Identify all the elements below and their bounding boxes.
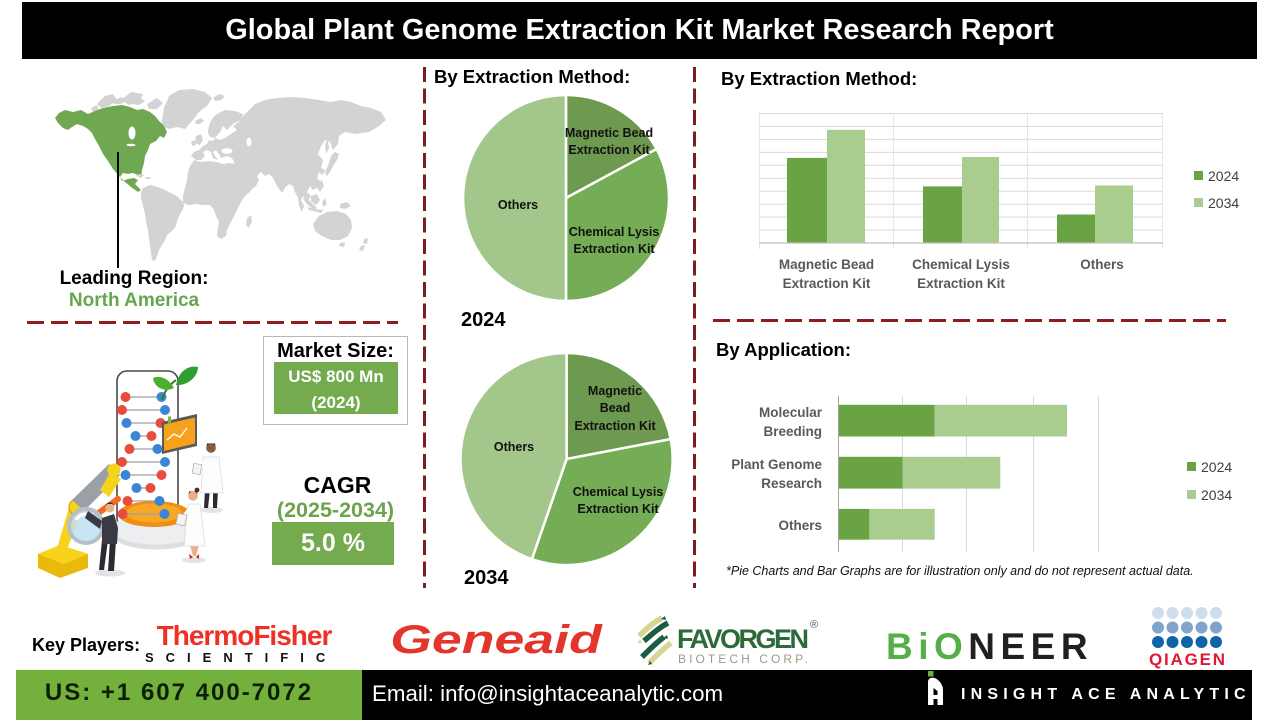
svg-text:BIOTECH CORP.: BIOTECH CORP. bbox=[678, 652, 808, 666]
svg-text:®: ® bbox=[810, 619, 818, 631]
svg-text:QIAGEN: QIAGEN bbox=[1149, 650, 1225, 669]
svg-text:FAVORGEN: FAVORGEN bbox=[677, 624, 809, 654]
